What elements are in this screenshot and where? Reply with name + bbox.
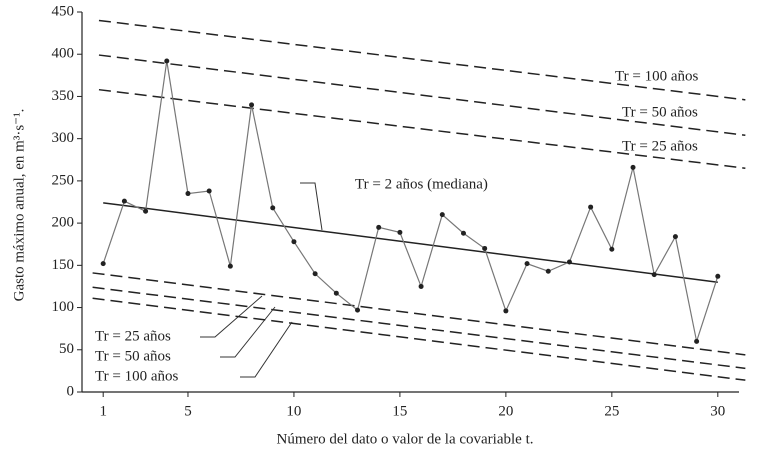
x-tick-label: 25 <box>604 403 619 419</box>
reference-label: Tr = 100 años <box>615 68 698 84</box>
y-tick-label: 200 <box>52 215 75 231</box>
data-point <box>143 208 149 214</box>
data-point <box>312 271 318 277</box>
data-point <box>715 273 721 279</box>
y-tick-label: 450 <box>52 3 75 19</box>
data-point <box>121 198 127 204</box>
data-point <box>672 234 678 240</box>
data-point <box>694 338 700 344</box>
y-tick-label: 300 <box>52 130 75 146</box>
reference-line <box>92 272 746 356</box>
data-point <box>355 307 361 313</box>
data-point <box>503 308 509 314</box>
leader-line <box>200 295 263 338</box>
x-tick-label: 30 <box>710 403 725 419</box>
data-point <box>545 268 551 274</box>
data-point <box>439 212 445 218</box>
data-point <box>630 164 636 170</box>
data-point <box>164 58 170 64</box>
leader-line <box>300 182 323 231</box>
data-point <box>609 246 615 252</box>
data-point <box>460 230 466 236</box>
reference-line <box>98 88 746 169</box>
y-tick-label: 400 <box>52 46 75 62</box>
data-point <box>227 263 233 269</box>
x-tick-label: 5 <box>184 403 192 419</box>
data-point <box>566 259 572 265</box>
y-tick-label: 350 <box>52 88 75 104</box>
reference-line <box>98 19 746 101</box>
x-tick-label: 1 <box>99 403 107 419</box>
x-tick-label: 15 <box>392 403 407 419</box>
x-tick-label: 20 <box>498 403 513 419</box>
data-line <box>102 60 719 344</box>
data-point <box>206 188 212 194</box>
reference-label: Tr = 25 años <box>95 328 171 344</box>
reference-label: Tr = 25 años <box>622 138 698 154</box>
reference-line <box>92 286 746 370</box>
reference-line <box>92 297 746 381</box>
data-point <box>376 224 382 230</box>
reference-label: Tr = 50 años <box>622 104 698 120</box>
x-axis-label: Número del dato o valor de la covariable… <box>277 431 534 447</box>
data-point <box>524 261 530 267</box>
data-point <box>333 290 339 296</box>
data-point <box>651 272 657 278</box>
data-point <box>270 205 276 211</box>
data-point <box>291 239 297 245</box>
reference-line <box>98 54 746 137</box>
y-tick-label: 0 <box>67 383 75 399</box>
y-tick-label: 250 <box>52 172 75 188</box>
leader-line <box>220 306 276 358</box>
reference-label: Tr = 2 años (mediana) <box>355 176 488 192</box>
reference-label: Tr = 100 años <box>95 368 178 384</box>
data-point <box>482 245 488 251</box>
reference-line <box>103 202 718 283</box>
data-point <box>249 102 255 108</box>
y-tick-label: 50 <box>59 341 74 357</box>
y-tick-label: 100 <box>52 299 75 315</box>
data-point <box>100 261 106 267</box>
data-point <box>588 204 594 210</box>
y-axis-label: Gasto máximo anual, en m³·s⁻¹. <box>11 109 27 302</box>
reference-label: Tr = 50 años <box>95 348 171 364</box>
x-tick-label: 10 <box>286 403 301 419</box>
data-point <box>418 283 424 289</box>
data-point <box>397 229 403 235</box>
leader-line <box>240 321 293 378</box>
y-tick-label: 150 <box>52 257 75 273</box>
data-point <box>185 191 191 197</box>
